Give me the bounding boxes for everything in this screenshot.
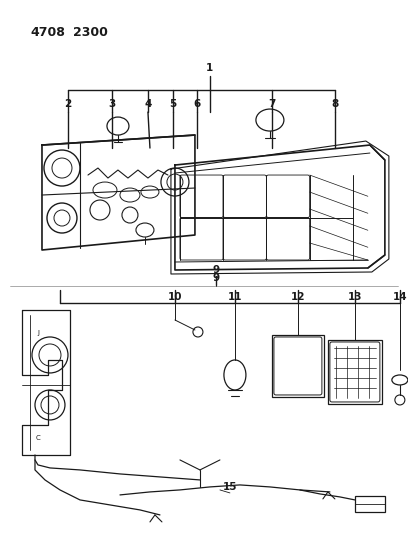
- Text: 2: 2: [64, 99, 71, 109]
- Text: C: C: [35, 435, 40, 441]
- Text: 13: 13: [348, 292, 362, 302]
- Text: J: J: [37, 330, 39, 336]
- Text: 6: 6: [193, 99, 201, 109]
- Bar: [272, 335, 324, 397]
- Text: 8: 8: [331, 99, 339, 109]
- Text: 14: 14: [392, 292, 407, 302]
- Text: 9: 9: [213, 265, 220, 275]
- Bar: [328, 340, 382, 404]
- Text: 12: 12: [290, 292, 305, 302]
- Text: 11: 11: [228, 292, 242, 302]
- Bar: [355, 496, 385, 512]
- Text: 3: 3: [109, 99, 115, 109]
- Text: 10: 10: [168, 292, 182, 302]
- Text: 9: 9: [213, 273, 220, 283]
- Text: 5: 5: [169, 99, 177, 109]
- Text: 7: 7: [268, 99, 275, 109]
- Text: 2300: 2300: [73, 26, 107, 38]
- Text: 4: 4: [144, 99, 152, 109]
- Text: 4708: 4708: [31, 26, 65, 38]
- Text: 15: 15: [223, 482, 237, 492]
- Text: 1: 1: [206, 63, 213, 73]
